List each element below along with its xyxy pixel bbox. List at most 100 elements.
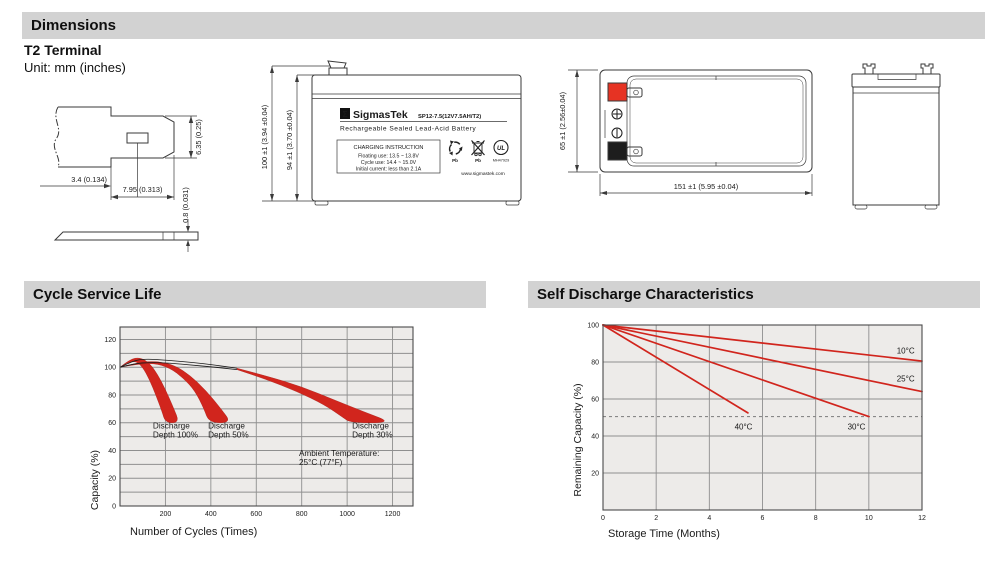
battery-case <box>311 74 522 202</box>
charging-line-3: Initial current: less than 2.1A <box>356 167 422 173</box>
terminal-outline <box>58 106 175 168</box>
foot-right <box>924 204 938 210</box>
positive-terminal-symbol <box>611 108 623 120</box>
arrowhead <box>188 116 194 123</box>
series-label: 40°C <box>735 423 753 432</box>
negative-terminal <box>607 141 628 161</box>
arrowhead <box>270 66 274 73</box>
x-tick-label: 800 <box>296 511 308 518</box>
section-header-cycle-service-life: Cycle Service Life <box>24 281 486 308</box>
x-tick-label: 200 <box>160 511 172 518</box>
x-tick-label: 12 <box>918 515 926 522</box>
dim-offset-label: 3.4 (0.134) <box>71 175 107 184</box>
arrowhead <box>575 70 579 77</box>
series-label: 10°C <box>897 347 915 356</box>
chart-annotation: Depth 100% <box>153 430 198 439</box>
y-tick-label: 20 <box>591 471 599 478</box>
terminal-slot <box>126 132 149 144</box>
series-line-25-c <box>602 324 923 393</box>
chart-annotation: Discharge <box>153 421 190 430</box>
x-tick-label: 1200 <box>385 511 401 518</box>
foot-left <box>314 200 329 206</box>
series-line-40-c <box>602 324 749 414</box>
break-line <box>53 106 60 168</box>
foot-right <box>505 200 520 206</box>
website-text: www.sigmastek.com <box>461 171 504 177</box>
end-view-drawing <box>851 63 941 210</box>
x-tick-label: 400 <box>205 511 217 518</box>
dim-overall-height-label: 100 ±1 (3.94 ±0.04) <box>260 105 269 169</box>
cover-inner-line <box>629 78 804 164</box>
cover-outline <box>626 75 807 167</box>
ul-mark-text: UL <box>497 146 505 152</box>
end-terminal-right <box>920 63 934 74</box>
terminal-side-view <box>53 231 199 241</box>
recycle-pb-icon <box>448 140 463 156</box>
crossed-bin-pb-icon <box>471 140 485 157</box>
terminal-tab <box>327 60 347 69</box>
dim-width-label: 6.35 (0.25) <box>194 119 203 155</box>
series-label: 30°C <box>848 423 866 432</box>
positive-terminal <box>607 82 628 102</box>
terminal-base <box>328 67 348 76</box>
y-tick-label: 60 <box>591 397 599 404</box>
arrowhead <box>575 165 579 172</box>
ul-mark-icon <box>493 139 509 156</box>
pb-bin-label: Pb <box>475 158 481 163</box>
logo-sigma-glyph: Σ <box>342 109 347 119</box>
negative-tab <box>626 146 643 157</box>
x-tick-label: 600 <box>250 511 262 518</box>
charging-line-1: Floating use: 13.5 ~ 13.8V <box>358 154 419 160</box>
series-line-10-c <box>602 324 923 362</box>
chart-annotation: Ambient Temperature: <box>299 449 379 458</box>
x-tick-label: 10 <box>865 515 873 522</box>
x-tick-label: 1000 <box>339 511 355 518</box>
y-tick-label: 20 <box>108 476 116 483</box>
x-axis-title: Storage Time (Months) <box>608 528 720 540</box>
model-number: SP12-7.5(12V7.5AH/T2) <box>418 114 481 120</box>
dim-thickness-label: 0.8 (0.031) <box>181 187 190 223</box>
front-view-drawing: 100 ±1 (3.94 ±0.04) 94 ±1 (3.70 ±0.04) Σ… <box>260 60 522 206</box>
end-terminal-left <box>862 63 876 74</box>
negative-tab-hole <box>633 148 639 155</box>
positive-tab <box>626 87 643 98</box>
pb-recycle-label: Pb <box>452 158 458 163</box>
x-tick-label: 2 <box>654 515 658 522</box>
band-discharge-depth-30- <box>236 367 385 423</box>
dim-width-lines <box>568 69 598 173</box>
height-dim-lines <box>262 65 330 202</box>
dim-offset-line <box>40 167 112 200</box>
positive-tab-hole <box>633 89 639 96</box>
x-axis-title: Number of Cycles (Times) <box>130 526 257 538</box>
y-tick-label: 120 <box>104 337 116 344</box>
gridlines <box>603 325 922 510</box>
logo-square <box>340 108 350 119</box>
chart-annotation: Discharge <box>208 421 245 430</box>
y-tick-label: 0 <box>112 504 116 511</box>
y-tick-label: 100 <box>587 323 599 330</box>
unit-note: Unit: mm (inches) <box>24 60 126 75</box>
charging-line-2: Cycle use: 14.4 ~ 15.0V <box>361 160 417 166</box>
negative-terminal-symbol <box>611 127 623 139</box>
self-discharge-chart: 10°C 25°C 30°C 40°C 0 2 4 6 8 10 12 20 40 60 80 100 Stor… <box>572 323 926 541</box>
chart-annotation: Depth 50% <box>208 430 249 439</box>
y-tick-label: 80 <box>108 392 116 399</box>
x-tick-label: 4 <box>707 515 711 522</box>
y-tick-label: 100 <box>104 365 116 372</box>
terminal-type-label: T2 Terminal <box>24 42 102 58</box>
brand-name: SigmasTek <box>353 109 408 121</box>
handle-slot <box>877 74 917 80</box>
y-tick-label: 80 <box>591 360 599 367</box>
y-tick-label: 60 <box>108 420 116 427</box>
battery-type-line: Rechargeable Sealed Lead-Acid Battery <box>340 126 476 133</box>
section-header-self-discharge: Self Discharge Characteristics <box>528 281 980 308</box>
top-view-drawing: 65 ±1 (2.56±0.04) 151 ±1 (5.95 ±0.04) <box>558 69 813 196</box>
x-tick-label: 0 <box>601 515 605 522</box>
arrowhead <box>600 191 607 195</box>
y-tick-label: 40 <box>591 434 599 441</box>
chart-annotation: Discharge <box>352 421 389 430</box>
y-axis-title: Capacity (%) <box>89 450 101 510</box>
capacity-curve <box>119 362 238 370</box>
dim-thickness-line <box>176 219 195 252</box>
center-marks <box>604 76 717 166</box>
